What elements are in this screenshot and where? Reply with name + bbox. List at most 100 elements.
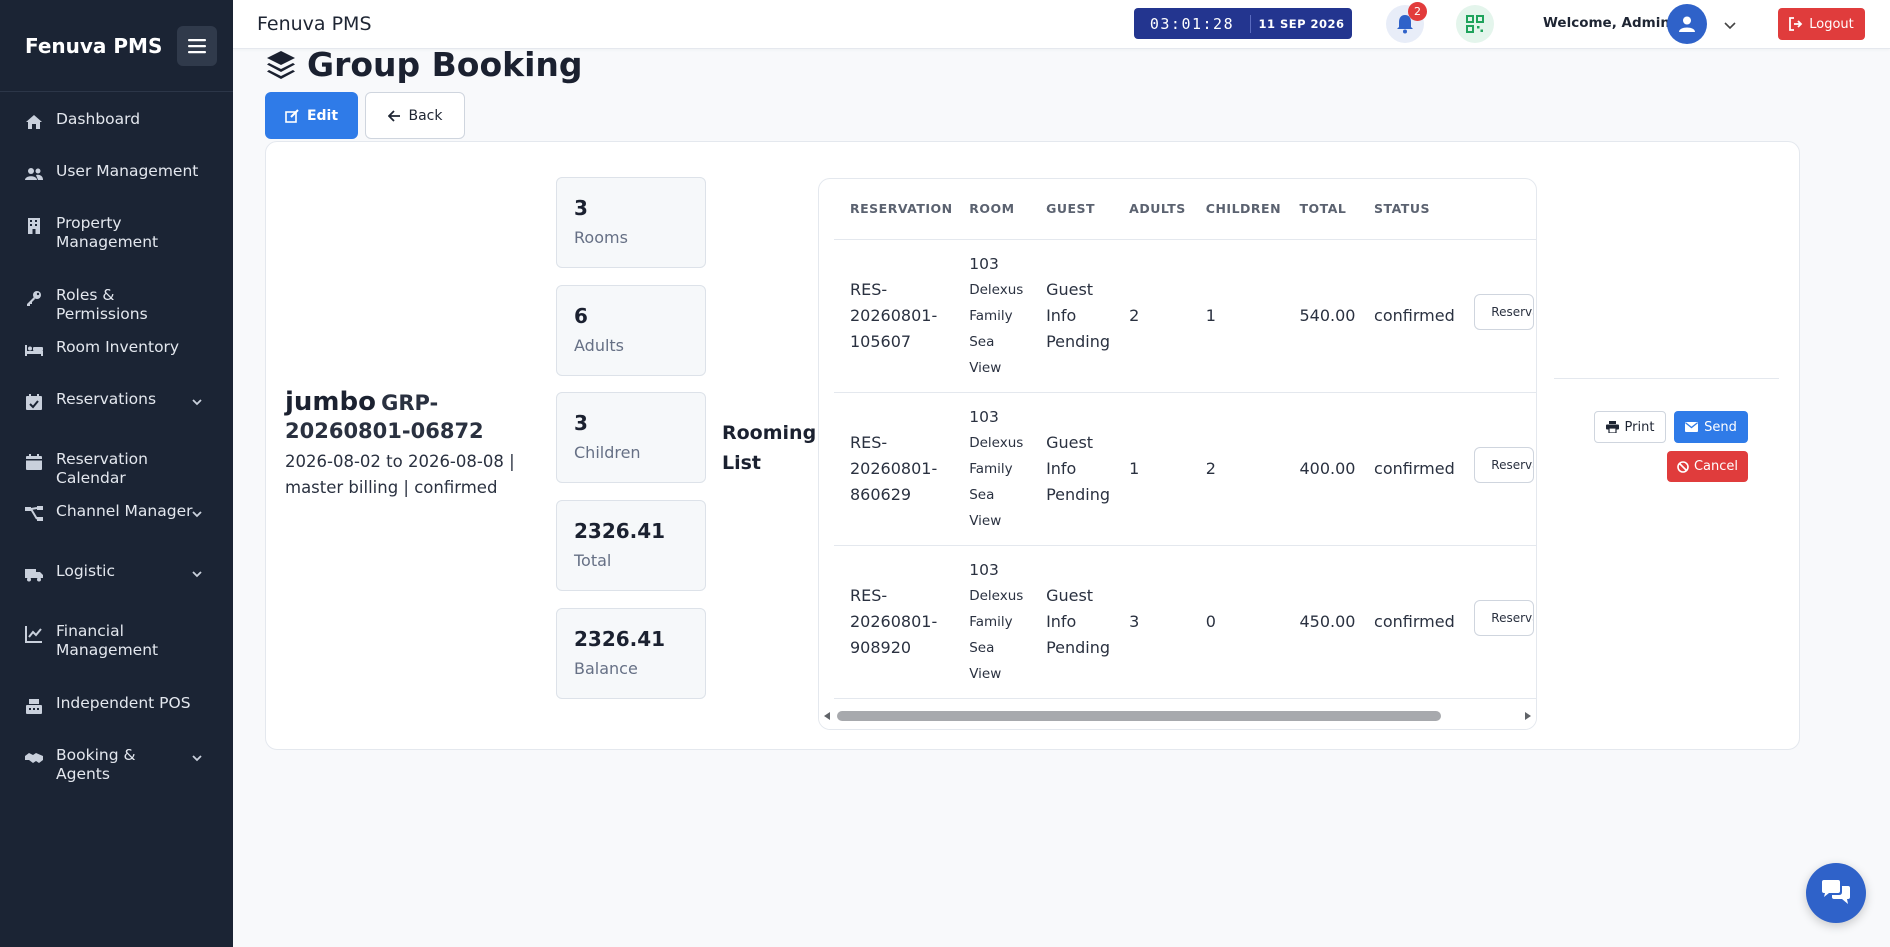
column-header: ROOM [953,179,1031,240]
edit-icon [285,108,299,123]
logout-button[interactable]: Logout [1778,8,1865,40]
cell-status: confirmed [1358,392,1459,546]
chat-button[interactable] [1806,863,1866,923]
arrow-left-icon [387,109,400,122]
stat-label: Rooms [574,228,628,247]
welcome-text: Welcome, Admin [1543,15,1670,31]
cell-status: confirmed [1358,545,1459,699]
sidebar-item-label: User Management [56,162,199,180]
sidebar-item-booking-agents[interactable]: Booking & Agents [0,732,233,804]
cell-total: 400.00 [1283,392,1359,546]
cell-adults: 1 [1113,392,1190,546]
bed-icon [25,345,43,356]
sidebar-item-financial-management[interactable]: Financial Management [0,608,233,680]
sidebar-item-independent-pos[interactable]: Independent POS [0,680,233,732]
building-icon [28,218,40,234]
table-header-row: RESERVATION ROOM GUEST ADULTS CHILDREN T… [834,179,1536,240]
sidebar-item-reservation-calendar[interactable]: Reservation Calendar [0,436,233,488]
sidebar-item-channel-manager[interactable]: Channel Manager [0,488,233,548]
back-label: Back [408,107,443,124]
home-icon [26,115,42,129]
sidebar-item-user-management[interactable]: User Management [0,148,233,200]
sidebar-item-roles-permissions[interactable]: Roles & Permissions [0,272,233,324]
send-button[interactable]: Send [1674,411,1748,443]
users-icon [25,168,43,180]
cell-actions: Reservation [1458,392,1536,546]
user-menu-chevron-icon[interactable] [1723,18,1737,32]
notifications-button[interactable]: 2 [1386,2,1427,43]
column-header: TOTAL [1283,179,1359,240]
rooming-table-container[interactable]: RESERVATION ROOM GUEST ADULTS CHILDREN T… [818,178,1537,730]
sign-out-icon [1789,17,1803,31]
stat-value: 3 [574,411,588,435]
comments-icon [1822,880,1850,904]
horizontal-scrollbar[interactable] [819,703,1536,729]
group-info: jumbo GRP-20260801-06872 2026-08-02 to 2… [285,385,540,501]
table-row: RES-20260801-860629 103 Delexus Family Se… [834,392,1536,546]
reservation-id: RES-20260801-908920 [850,585,938,657]
page-title: Group Booking [265,45,583,84]
sidebar-item-dashboard[interactable]: Dashboard [0,96,233,148]
group-heading: jumbo GRP-20260801-06872 [285,385,540,443]
scroll-right-arrow-icon[interactable] [1525,712,1531,720]
layer-group-icon [267,50,295,79]
cell-children: 1 [1189,239,1284,393]
sidebar-item-reservations[interactable]: Reservations [0,376,233,436]
room-type: Delexus Family Sea View [969,587,1024,682]
print-icon [1605,421,1619,433]
app-title: Fenuva PMS [257,13,372,35]
notification-badge: 2 [1408,2,1427,21]
stat-value: 3 [574,196,588,220]
cancel-button[interactable]: Cancel [1667,451,1748,482]
page-title-text: Group Booking [307,45,583,84]
reservation-id: RES-20260801-860629 [850,432,938,504]
sidebar-item-room-inventory[interactable]: Room Inventory [0,324,233,376]
table-row: RES-20260801-105607 103 Delexus Family Se… [834,239,1536,393]
sidebar-item-label: Logistic [56,562,115,580]
reservation-button[interactable]: Reservation [1474,446,1535,483]
cell-children: 0 [1189,545,1284,699]
cell-total: 540.00 [1283,239,1359,393]
topbar: Fenuva PMS 03:01:28 11 SEP 2026 2 Welcom… [233,0,1890,49]
cell-status: confirmed [1358,239,1459,393]
user-avatar[interactable] [1667,4,1707,44]
cell-room: 103 Delexus Family Sea View [953,545,1031,699]
chevron-down-icon [192,755,202,762]
qr-button[interactable] [1456,5,1494,43]
sidebar-item-logistic[interactable]: Logistic [0,548,233,608]
stat-label: Adults [574,336,625,355]
sidebar-item-label: Independent POS [56,694,191,712]
chevron-down-icon [192,511,202,518]
stat-value: 2326.41 [574,627,666,651]
scrollbar-thumb[interactable] [837,711,1441,721]
stat-value: 6 [574,304,588,328]
sidebar-item-label: Roles & Permissions [56,286,148,323]
print-button[interactable]: Print [1594,411,1666,443]
back-button[interactable]: Back [365,92,465,139]
sidebar-brand: Fenuva PMS [0,0,233,92]
sidebar-item-label: Property Management [56,214,159,251]
cell-adults: 2 [1113,239,1190,393]
qrcode-icon [1466,15,1484,33]
sidebar: Fenuva PMS Dashboard User Management Pro… [0,0,233,947]
sidebar-item-label: Dashboard [56,110,141,128]
chevron-down-icon [192,399,202,406]
reservation-button[interactable]: Reservation [1474,599,1535,636]
cell-adults: 3 [1113,545,1190,699]
hamburger-icon [188,38,206,53]
edit-button[interactable]: Edit [265,92,358,139]
sidebar-toggle-button[interactable] [177,25,217,66]
cell-actions: Reservation [1458,545,1536,699]
sidebar-item-property-management[interactable]: Property Management [0,200,233,272]
user-icon [1679,16,1695,32]
cell-actions: Reservation [1458,239,1536,393]
guest-name: Guest Info Pending [1046,432,1111,504]
cell-room: 103 Delexus Family Sea View [953,392,1031,546]
scroll-left-arrow-icon[interactable] [824,712,830,720]
brand-name: Fenuva PMS [25,33,163,58]
stat-children: 3 Children [556,392,706,483]
group-code: GRP-20260801-06872 [285,391,484,443]
bell-icon [1397,15,1413,34]
rooming-table: RESERVATION ROOM GUEST ADULTS CHILDREN T… [834,179,1536,699]
reservation-button[interactable]: Reservation [1474,293,1535,330]
